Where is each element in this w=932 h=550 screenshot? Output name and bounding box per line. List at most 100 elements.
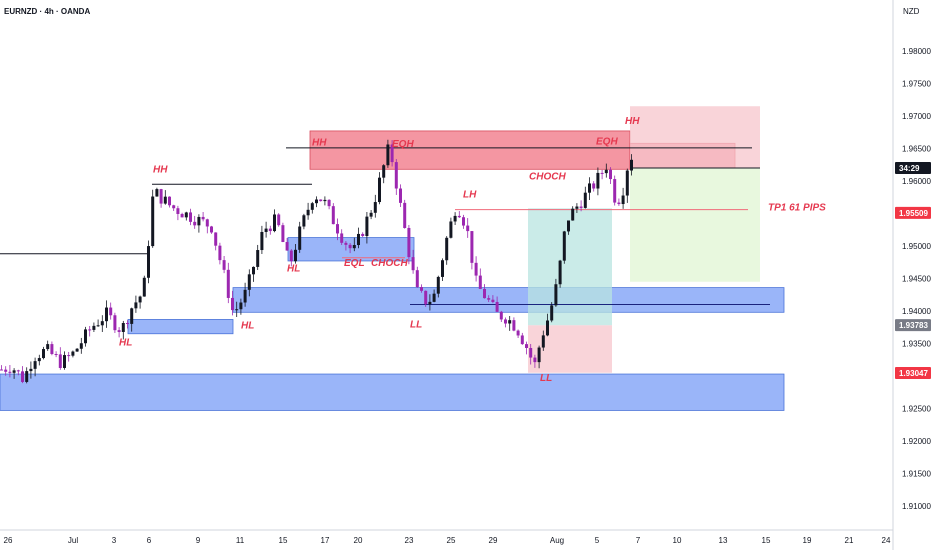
candle-body <box>315 199 318 204</box>
candle-body <box>159 189 163 204</box>
candle-body <box>121 323 125 332</box>
candle-body <box>550 305 554 321</box>
candle-body <box>163 196 167 204</box>
candle-body <box>474 262 478 276</box>
candle-body <box>508 320 512 324</box>
candle-body <box>12 370 16 373</box>
candle-body <box>382 165 386 178</box>
candle-body <box>264 228 268 232</box>
price-tick-label: 1.96000 <box>902 177 931 186</box>
price-badge-text: 34:29 <box>899 164 920 173</box>
candle-body <box>63 355 66 368</box>
swing-label: EQH <box>392 139 414 150</box>
candle-body <box>499 311 503 320</box>
time-tick-label: 3 <box>112 536 117 545</box>
candle-body <box>583 192 587 208</box>
candle-body <box>546 320 549 336</box>
candle-body <box>495 301 499 312</box>
candle-body <box>361 233 365 236</box>
candle-body <box>323 199 327 202</box>
swing-label: HL <box>241 321 254 332</box>
time-tick-label: 21 <box>845 536 854 545</box>
candle-body <box>25 371 29 382</box>
candle-body <box>100 321 104 326</box>
candle-body <box>306 209 310 216</box>
stop-zone <box>528 325 612 373</box>
price-axis[interactable]: 1.98000 1.97500 1.97000 1.96500 1.96000 1.955… <box>895 47 931 511</box>
candle-body <box>449 221 453 238</box>
candle-body <box>462 217 465 226</box>
candle-body <box>138 296 142 303</box>
price-badge-text: 1.95509 <box>899 209 928 218</box>
tp-label: TP1 61 PIPS <box>768 202 826 213</box>
candle-body <box>415 270 419 288</box>
time-tick-label: 23 <box>405 536 414 545</box>
swing-label: EQL <box>344 258 365 269</box>
price-tick-label: 1.91500 <box>902 470 931 479</box>
candle-body <box>592 183 596 189</box>
price-tick-label: 1.92000 <box>902 437 931 446</box>
candle-body <box>147 246 150 278</box>
time-tick-label: 26 <box>4 536 13 545</box>
price-tick-label: 1.95000 <box>902 242 931 251</box>
candle-body <box>369 212 373 217</box>
candle-body <box>231 297 234 311</box>
candle-body <box>352 245 356 249</box>
candle-body <box>609 169 612 180</box>
currency-label: NZD <box>903 7 920 16</box>
time-tick-label: Aug <box>550 536 564 545</box>
candle-body <box>218 245 222 261</box>
candle-body <box>625 170 629 196</box>
candle-body <box>436 276 440 294</box>
time-tick-label: 20 <box>354 536 363 545</box>
candle-body <box>109 307 113 316</box>
candle-body <box>525 344 528 349</box>
candle-body <box>285 242 289 251</box>
candle-body <box>260 231 264 251</box>
candle-body <box>571 208 575 221</box>
candle-body <box>58 354 62 368</box>
candle-body <box>470 231 474 263</box>
candle-body <box>50 344 54 355</box>
candle-body <box>277 214 281 226</box>
candle-body <box>16 370 20 372</box>
candle-body <box>113 315 117 331</box>
candle-body <box>155 189 159 197</box>
candle-body <box>294 249 297 262</box>
candle-body <box>54 354 58 356</box>
candle-body <box>42 349 45 359</box>
candle-body <box>67 355 71 357</box>
candle-body <box>575 206 579 209</box>
candle-body <box>596 172 600 189</box>
candle-body <box>268 228 272 232</box>
candle-body <box>457 215 461 218</box>
time-tick-label: 15 <box>279 536 288 545</box>
candle-body <box>302 215 306 227</box>
candle-body <box>46 344 50 350</box>
price-tick-label: 1.94500 <box>902 275 931 284</box>
candle-body <box>520 335 524 345</box>
candle-body <box>562 231 566 261</box>
time-axis[interactable]: 26 Jul 3 6 9 11 15 17 20 23 25 29 Aug 5 7 10 13 15 19 21 24 <box>4 536 891 545</box>
candle-body <box>8 371 12 373</box>
time-tick-label: 15 <box>762 536 771 545</box>
candle-body <box>180 213 184 218</box>
candle-body <box>630 159 633 171</box>
candle-body <box>344 242 348 245</box>
time-tick-label: 13 <box>719 536 728 545</box>
candle-body <box>243 289 247 303</box>
candle-body <box>529 348 533 358</box>
candle-body <box>75 348 79 352</box>
demand-zone <box>232 287 785 313</box>
candle-body <box>512 320 516 331</box>
candle-body <box>214 232 218 246</box>
candle-body <box>201 216 205 220</box>
candle-body <box>168 196 171 206</box>
price-badge <box>895 366 931 379</box>
candle-body <box>130 308 134 324</box>
time-tick-label: 7 <box>636 536 641 545</box>
price-badge <box>895 162 931 174</box>
candle-body <box>516 330 520 336</box>
